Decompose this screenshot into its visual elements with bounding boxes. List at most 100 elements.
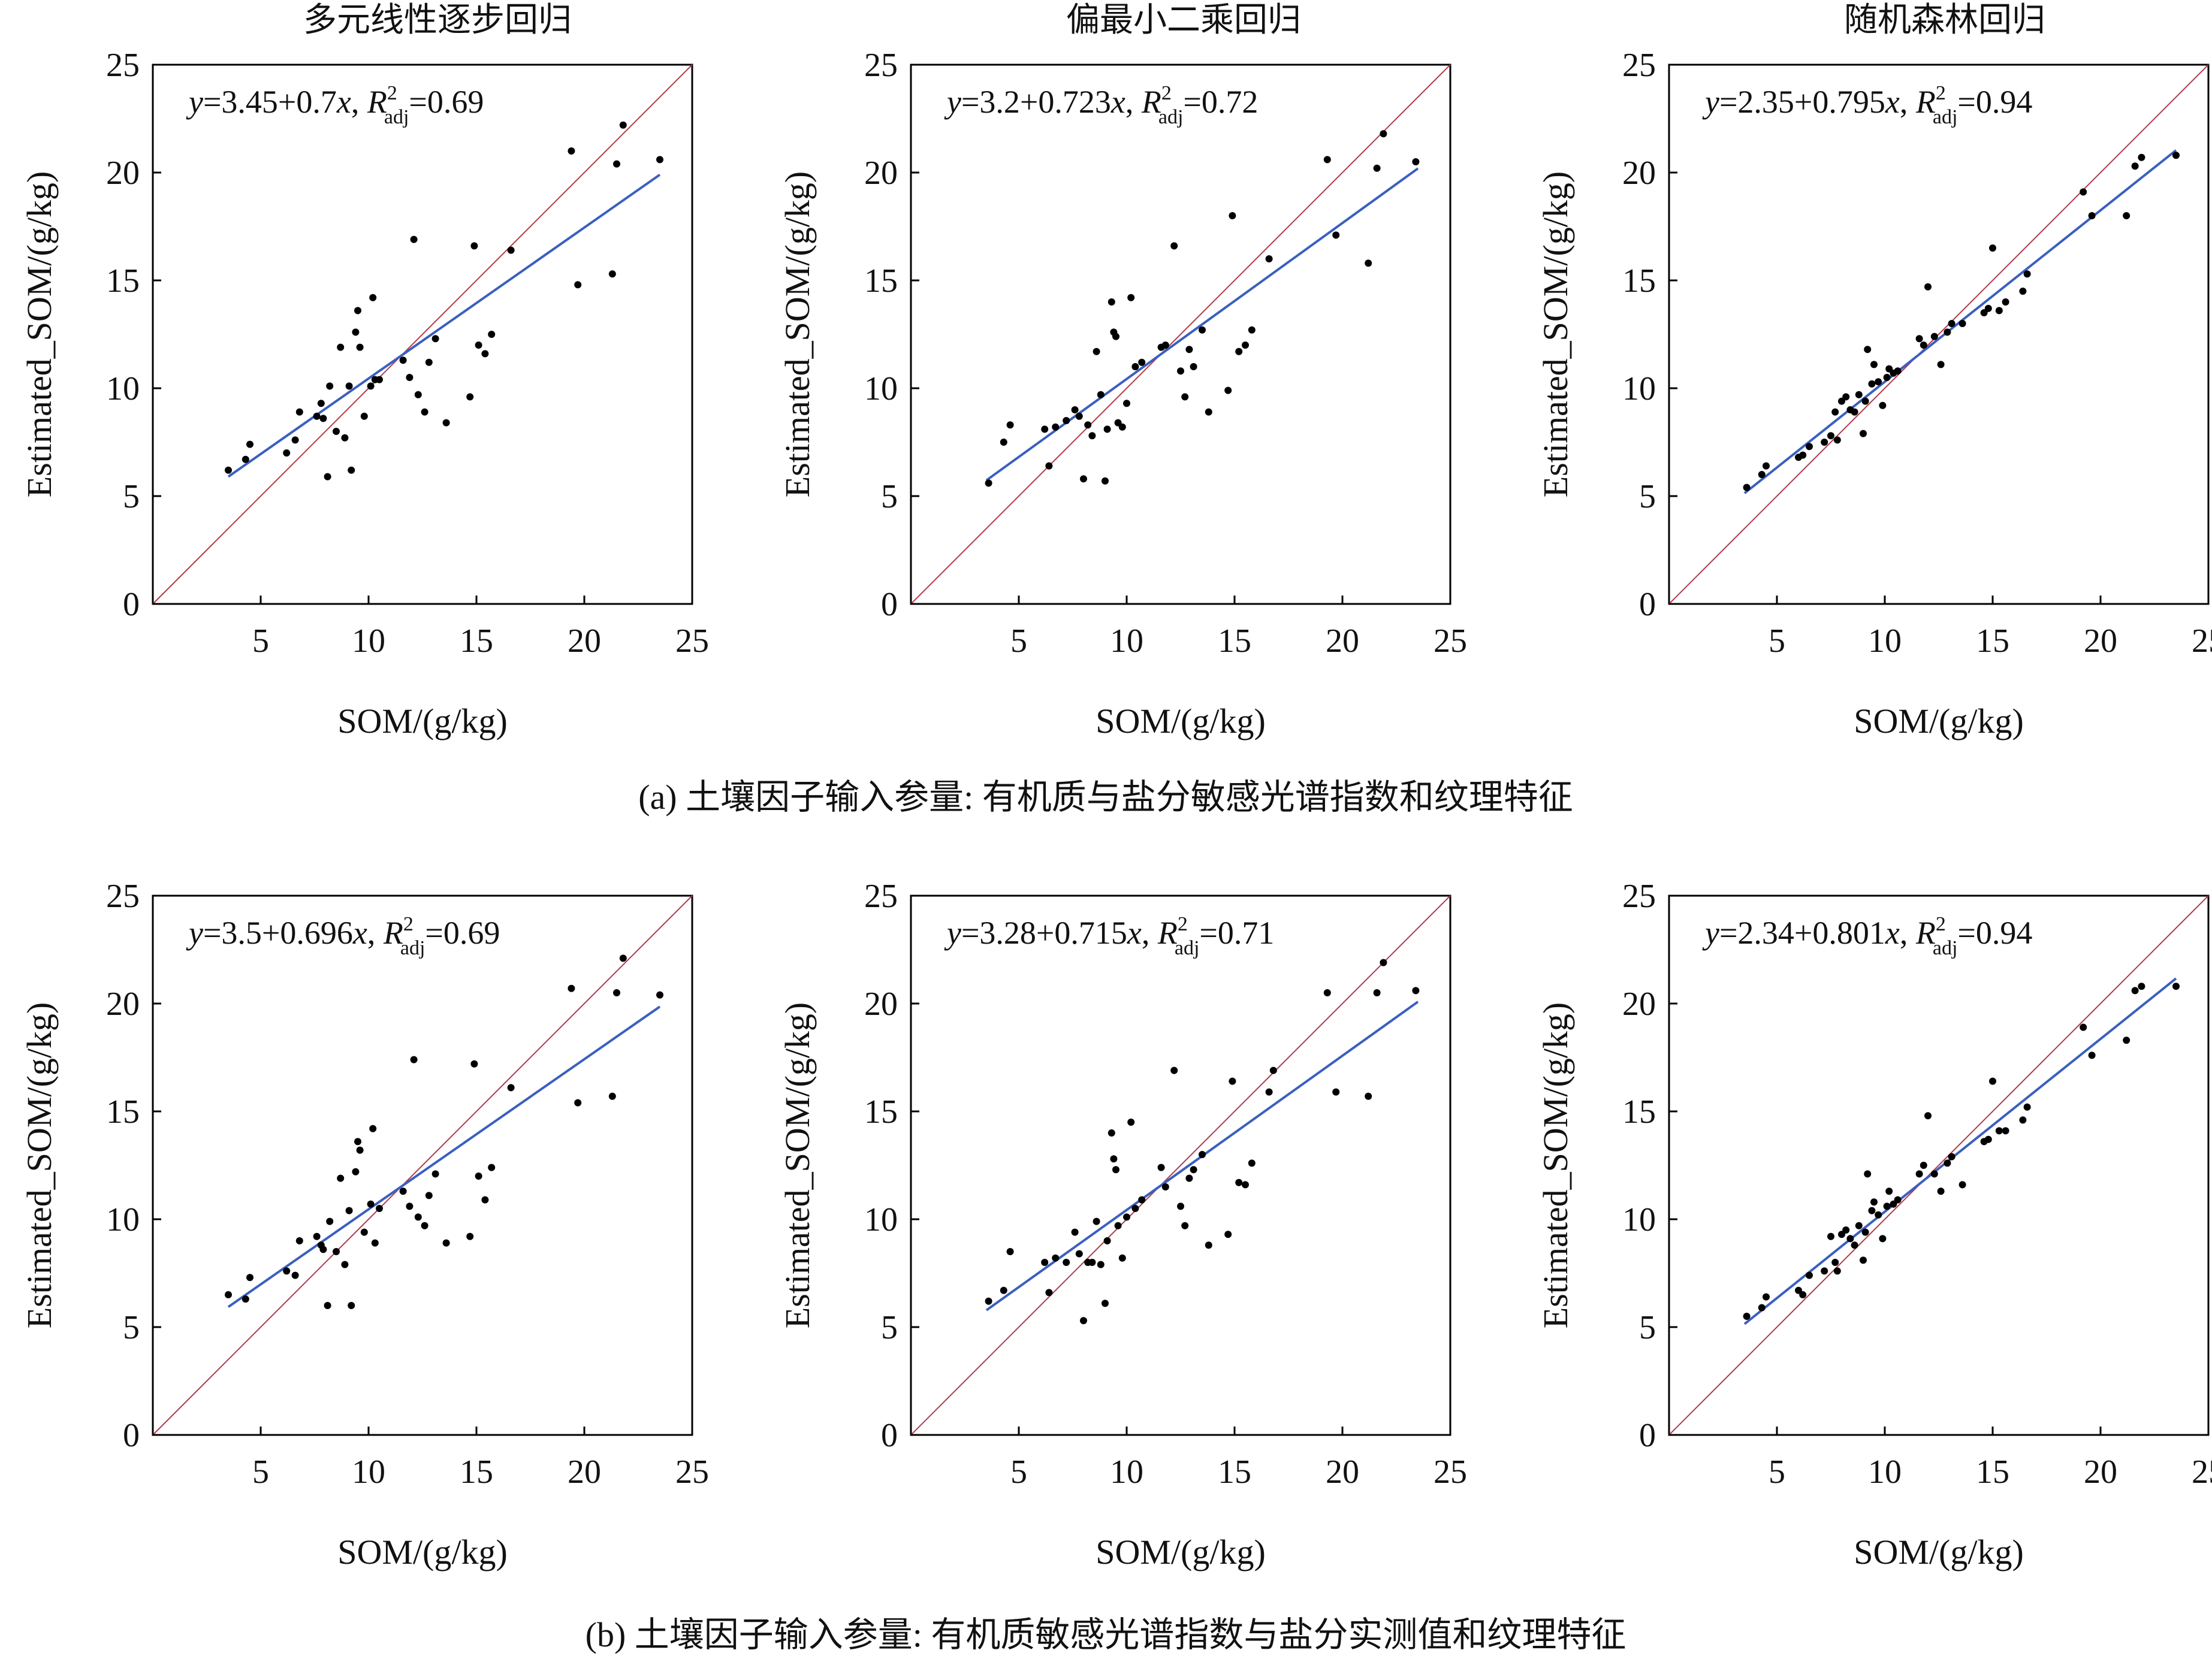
data-point: [1118, 1254, 1126, 1262]
data-point: [613, 989, 620, 996]
data-point: [431, 335, 439, 343]
data-point: [442, 419, 450, 427]
data-point: [1224, 1231, 1232, 1238]
x-tick-label: 15: [1218, 1453, 1251, 1491]
data-point: [1131, 363, 1139, 370]
data-point: [1864, 346, 1872, 353]
scatter-panel-4: 5 10 15 20 25 0 5 10 15 20 25 SOM/(g/kg) Estimated_S…: [20, 878, 709, 1572]
x-axis-label: SOM/(g/kg): [337, 1533, 508, 1572]
data-point: [2088, 1051, 2096, 1059]
eq-superscript: 2: [1936, 913, 1946, 935]
eq-body: =3.28+0.715: [961, 915, 1127, 951]
data-point: [1915, 335, 1923, 343]
x-tick-label: 15: [1218, 622, 1251, 660]
y-tick-label: 15: [864, 1093, 898, 1131]
eq-r: R: [1915, 915, 1936, 951]
x-tick-label: 5: [252, 1453, 269, 1491]
data-point: [613, 160, 620, 168]
data-point: [410, 235, 418, 243]
y-tick-label: 25: [106, 47, 140, 84]
data-point: [1948, 320, 1956, 327]
data-point: [1000, 1286, 1007, 1294]
eq-subscript: adj: [1158, 106, 1184, 128]
data-point: [1924, 1112, 1932, 1120]
data-point: [333, 428, 340, 435]
data-point: [2138, 983, 2145, 990]
x-axis-label: SOM/(g/kg): [1096, 702, 1266, 741]
y-tick-label: 0: [123, 1417, 140, 1454]
data-point: [1875, 378, 1882, 386]
eq-body: =3.2+0.723: [961, 84, 1111, 120]
data-point: [1821, 1267, 1828, 1275]
y-tick-label: 5: [881, 1309, 898, 1346]
data-point: [2080, 1023, 2087, 1031]
eq-value: =0.69: [409, 84, 484, 120]
regression-line: [227, 1005, 661, 1308]
data-point: [354, 1138, 361, 1146]
data-point: [324, 1302, 331, 1309]
x-tick-label: 20: [1326, 1453, 1359, 1491]
data-point: [1052, 1254, 1060, 1262]
eq-r: R: [1915, 84, 1936, 120]
data-point: [1199, 326, 1206, 334]
y-tick-label: 25: [864, 47, 898, 84]
data-point: [1930, 1170, 1938, 1178]
eq-value: =0.94: [1957, 84, 2032, 120]
data-point: [1944, 1159, 1951, 1167]
x-tick-label: 10: [352, 622, 385, 660]
data-point: [466, 1232, 474, 1240]
data-point: [1103, 1237, 1111, 1244]
data-point: [985, 479, 992, 487]
x-tick-label: 5: [252, 622, 269, 660]
data-point: [421, 408, 428, 416]
data-point: [1088, 432, 1096, 440]
data-point: [1075, 1250, 1083, 1258]
data-point: [1157, 1164, 1165, 1171]
regression-equation: y=3.28+0.715x, R2 adj=0.71: [944, 913, 1274, 959]
eq-superscript: 2: [403, 913, 414, 935]
data-point: [1242, 342, 1249, 349]
data-point: [376, 376, 383, 383]
data-point: [326, 1217, 334, 1225]
data-point: [225, 1291, 232, 1298]
data-point: [414, 1213, 422, 1221]
scatter-panel-5: 5 10 15 20 25 0 5 10 15 20 25 SOM/(g/kg) Estimated_S…: [778, 878, 1467, 1572]
data-point: [1373, 164, 1381, 172]
y-tick-label: 10: [864, 370, 898, 407]
data-point: [1127, 294, 1135, 301]
x-tick-label: 5: [1010, 1453, 1027, 1491]
eq-r: R: [1157, 915, 1178, 951]
data-point: [1989, 244, 1996, 252]
x-tick-label: 25: [1434, 622, 1467, 660]
x-tick-label: 15: [460, 1453, 493, 1491]
data-point: [319, 415, 327, 422]
data-point: [1937, 361, 1945, 368]
data-point: [225, 466, 232, 474]
data-point: [1181, 1222, 1189, 1229]
data-point: [1127, 1119, 1135, 1126]
data-point: [1265, 255, 1273, 262]
eq-subscript: adj: [1175, 937, 1200, 959]
y-tick-label: 0: [881, 586, 898, 623]
y-axis-label: Estimated_SOM/(g/kg): [1536, 171, 1575, 498]
data-point: [1883, 1202, 1891, 1210]
y-tick-label: 5: [1639, 478, 1656, 515]
data-point: [399, 1187, 407, 1195]
data-point: [619, 954, 627, 962]
y-tick-label: 20: [106, 986, 140, 1023]
data-point: [1041, 1259, 1049, 1266]
data-point: [1097, 391, 1105, 398]
data-point: [2172, 983, 2180, 990]
identity-line: [1668, 64, 2209, 605]
data-point: [1365, 1092, 1372, 1100]
plot-frame: [910, 895, 1451, 1436]
x-tick-label: 10: [1110, 1453, 1143, 1491]
data-point: [1937, 1187, 1945, 1195]
data-point: [1373, 989, 1381, 996]
y-tick-label: 10: [1622, 370, 1656, 407]
data-point: [1870, 361, 1878, 368]
x-tick-label: 10: [1868, 622, 1902, 660]
data-point: [1332, 231, 1340, 239]
data-point: [1885, 1187, 1893, 1195]
